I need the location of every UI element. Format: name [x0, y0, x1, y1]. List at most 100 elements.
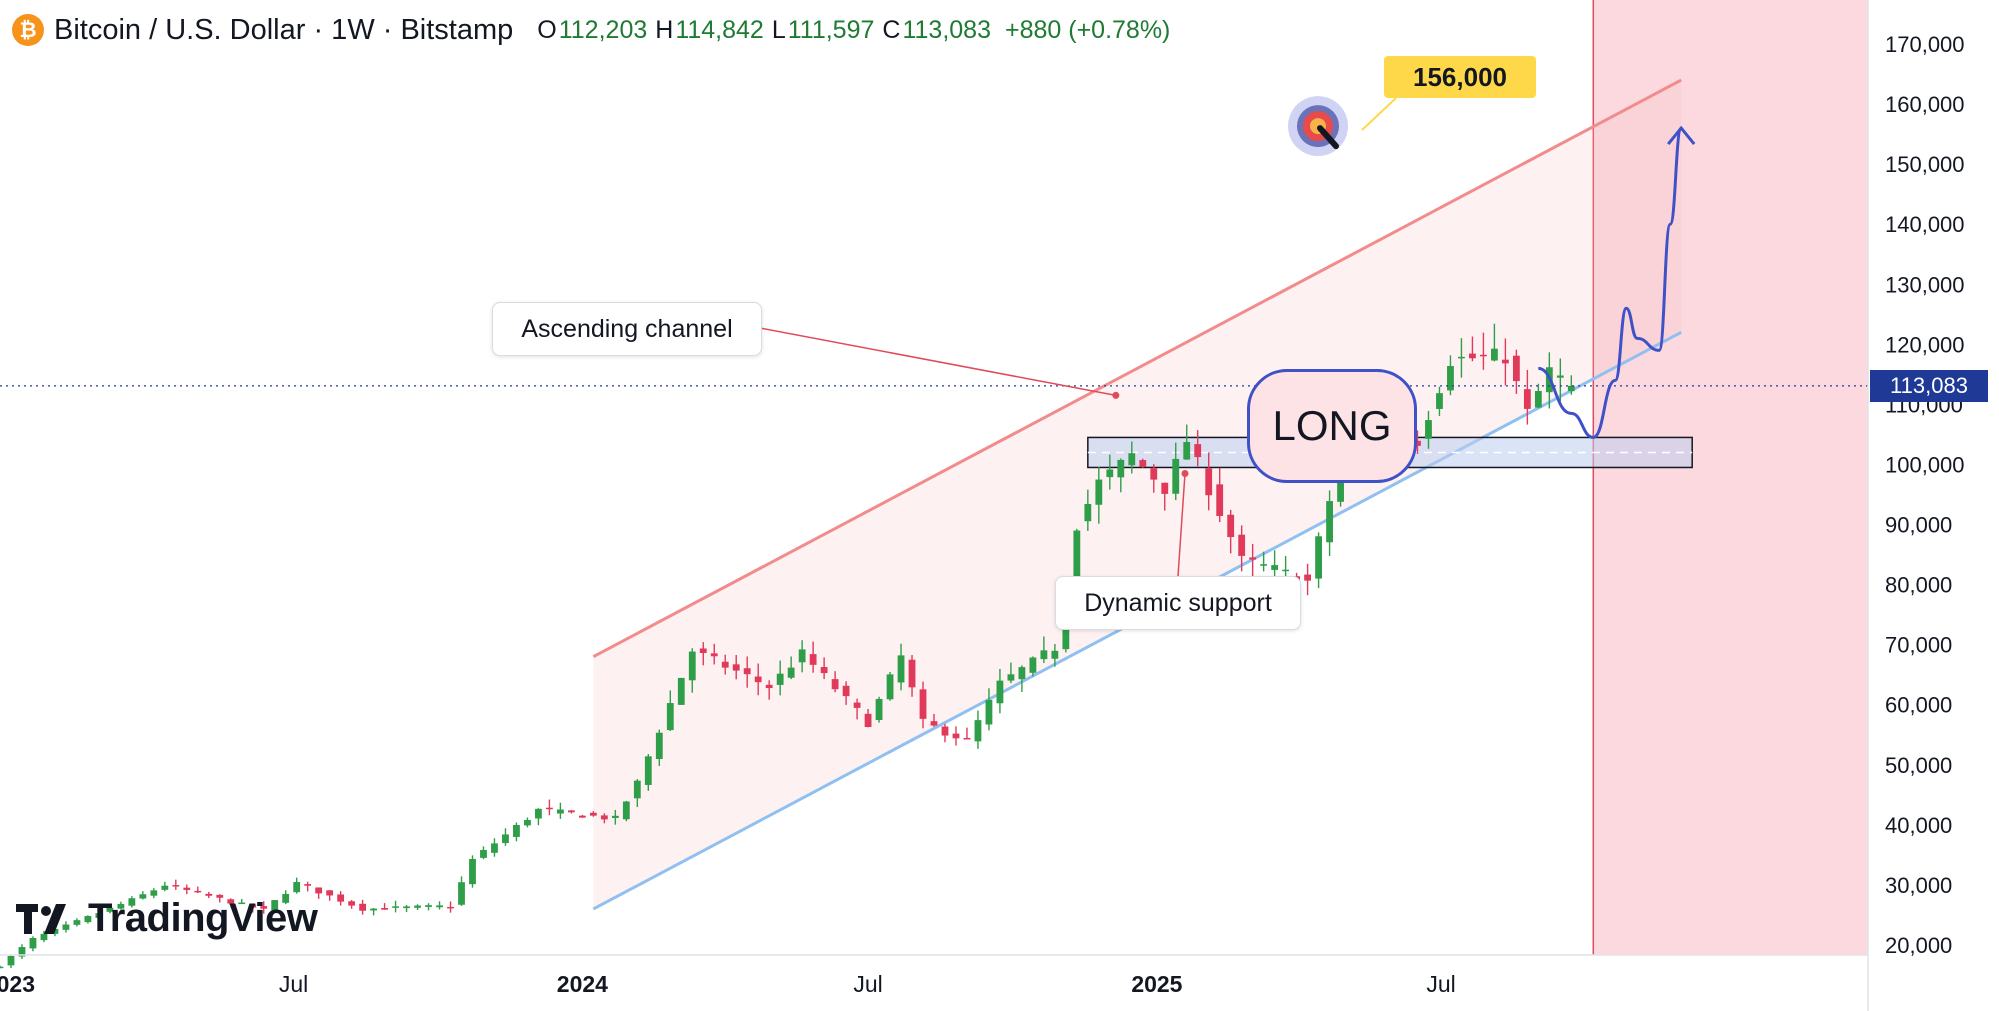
channel-fill [593, 80, 1682, 909]
candle [1523, 369, 1531, 425]
candle-body [535, 808, 542, 819]
candle [95, 908, 103, 921]
candle [183, 884, 191, 895]
candle-body [743, 668, 751, 675]
candle [556, 802, 564, 819]
candle-body [370, 908, 378, 911]
candle-body [963, 737, 971, 740]
candle [1249, 543, 1257, 577]
candle [282, 890, 290, 905]
time-tick-label: Jul [279, 971, 308, 997]
candle [139, 891, 147, 900]
candle-body [106, 907, 114, 912]
dynamic-support-label: Dynamic support [1084, 588, 1272, 617]
candle-body [1523, 389, 1531, 409]
candle [337, 891, 345, 906]
candle [611, 809, 619, 825]
candle-body [1249, 557, 1257, 560]
candle-body [337, 894, 345, 902]
candle [644, 754, 652, 791]
candle [809, 641, 817, 673]
candle [260, 901, 268, 914]
candle-body [469, 858, 476, 885]
candle-body [513, 824, 520, 837]
price-tick-label: 60,000 [1885, 693, 1952, 718]
candle-body [51, 928, 59, 934]
candle-body [1139, 460, 1147, 467]
candle-body [1501, 359, 1509, 364]
price-tick-label: 160,000 [1885, 92, 1965, 117]
target-icon-dart [1317, 125, 1339, 150]
candle [1315, 532, 1322, 589]
candle-body [1007, 674, 1015, 681]
candle [1447, 355, 1454, 396]
candle-body [293, 882, 301, 893]
candle-body [798, 649, 806, 663]
candle [480, 846, 487, 860]
candle [62, 921, 70, 933]
candle-body [227, 899, 235, 904]
candle [117, 901, 125, 910]
candle [128, 896, 136, 908]
candle-body [699, 648, 707, 653]
candle-body [29, 937, 37, 949]
candle [1018, 665, 1026, 693]
candle [567, 810, 575, 814]
ohlc-open-value: 112,203 [558, 15, 648, 44]
candle-body [754, 676, 762, 683]
candle-body [62, 924, 70, 930]
ascending-channel-anchor [1112, 391, 1120, 399]
candle-body [1260, 564, 1268, 566]
future-zone [1593, 0, 1868, 955]
target-price-label: 156,000 [1413, 61, 1507, 92]
candle-body [282, 893, 290, 903]
candle-body [436, 905, 443, 908]
candle-body [1117, 459, 1125, 478]
candle-body [644, 756, 652, 785]
candle-body [502, 834, 509, 844]
candle [798, 640, 806, 673]
candle [436, 901, 443, 910]
candle-body [205, 893, 213, 896]
candle-body [941, 726, 949, 736]
candle-body [1216, 484, 1224, 516]
dynamic-support-callout[interactable]: Dynamic support [1055, 576, 1301, 630]
chart-background [1592, 0, 1868, 955]
ascending-channel-callout[interactable]: Ascending channel [492, 302, 762, 356]
candle [1172, 442, 1180, 501]
candle [721, 654, 729, 675]
candle-body [809, 654, 817, 665]
candle [293, 877, 301, 894]
candle [1007, 662, 1015, 684]
candle [1425, 410, 1432, 449]
candle-body [40, 934, 48, 941]
price-tick-label: 90,000 [1885, 513, 1952, 538]
price-tick-label: 150,000 [1885, 152, 1965, 177]
candle-body [721, 661, 729, 668]
candle-body [1205, 468, 1213, 496]
candle-body [326, 890, 334, 896]
candle [513, 822, 520, 842]
candle [831, 671, 839, 693]
candle-body [150, 890, 158, 896]
candle [1051, 644, 1059, 667]
time-tick-label: Jul [853, 971, 882, 997]
price-tick-label: 80,000 [1885, 573, 1952, 598]
symbol-title[interactable]: Bitcoin / U.S. Dollar · 1W · Bitstamp [54, 13, 514, 46]
candle-body [1227, 514, 1235, 538]
ascending-channel-label: Ascending channel [521, 314, 733, 343]
candle-body [117, 904, 125, 909]
candle-body [897, 655, 905, 683]
target-price-badge[interactable]: 156,000 [1384, 56, 1536, 98]
candle-body [381, 907, 388, 910]
candle [227, 898, 235, 904]
candle-body [249, 904, 257, 908]
long-signal-box[interactable]: LONG [1247, 369, 1417, 483]
candle-body [172, 885, 180, 887]
candle [1128, 441, 1136, 474]
price-tick-label: 100,000 [1885, 452, 1965, 477]
candle-body [73, 920, 81, 925]
candle-body [589, 812, 597, 816]
candle [897, 643, 905, 691]
